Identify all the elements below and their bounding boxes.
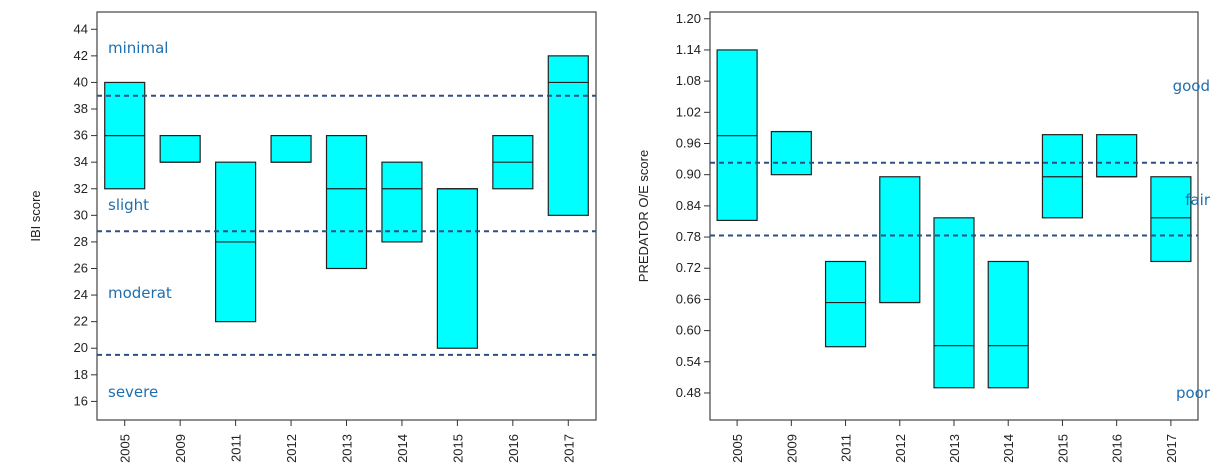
y-tick-label: 36 bbox=[74, 128, 88, 143]
box bbox=[1096, 134, 1138, 178]
x-tick-label: 2014 bbox=[1001, 434, 1016, 463]
box bbox=[436, 188, 478, 349]
y-tick-label: 34 bbox=[74, 154, 88, 169]
y-tick-label: 0.66 bbox=[676, 291, 701, 306]
y-axis-label: IBI score bbox=[28, 190, 43, 241]
x-tick-label: 2009 bbox=[784, 434, 799, 463]
x-tick-label: 2015 bbox=[450, 434, 465, 463]
y-tick-label: 40 bbox=[74, 74, 88, 89]
x-tick-label: 2017 bbox=[561, 434, 576, 463]
zone-label: slight bbox=[108, 196, 149, 214]
x-tick-label: 2005 bbox=[730, 434, 745, 463]
x-tick-label: 2017 bbox=[1164, 434, 1179, 463]
y-tick-label: 38 bbox=[74, 101, 88, 116]
box bbox=[270, 134, 312, 163]
x-tick-label: 2012 bbox=[893, 434, 908, 463]
y-tick-label: 24 bbox=[74, 287, 88, 302]
zone-label: good bbox=[1173, 77, 1210, 95]
x-tick-label: 2012 bbox=[284, 434, 299, 463]
y-tick-label: 16 bbox=[74, 393, 88, 408]
y-tick-label: 0.72 bbox=[676, 260, 701, 275]
zone-label: moderat bbox=[108, 284, 172, 302]
x-tick-label: 2013 bbox=[340, 434, 355, 463]
x-tick-label: 2014 bbox=[395, 434, 410, 463]
x-tick-label: 2011 bbox=[229, 434, 244, 462]
y-tick-label: 30 bbox=[74, 207, 88, 222]
y-tick-label: 42 bbox=[74, 48, 88, 63]
y-tick-label: 22 bbox=[74, 314, 88, 329]
y-tick-label: 1.02 bbox=[676, 104, 701, 119]
y-tick-label: 0.48 bbox=[676, 385, 701, 400]
y-tick-label: 1.08 bbox=[676, 73, 701, 88]
y-tick-label: 0.54 bbox=[676, 354, 701, 369]
y-tick-label: 0.96 bbox=[676, 135, 701, 150]
box bbox=[933, 217, 975, 389]
zone-label: poor bbox=[1176, 384, 1211, 402]
y-axis-label: PREDATOR O/E score bbox=[636, 150, 651, 282]
x-tick-label: 2005 bbox=[118, 434, 133, 463]
y-tick-label: 0.84 bbox=[676, 198, 701, 213]
y-tick-label: 32 bbox=[74, 181, 88, 196]
box bbox=[381, 161, 423, 243]
y-tick-label: 1.20 bbox=[676, 11, 701, 26]
y-tick-label: 0.90 bbox=[676, 167, 701, 182]
x-tick-label: 2015 bbox=[1055, 434, 1070, 463]
box bbox=[824, 260, 867, 348]
box bbox=[770, 130, 812, 176]
box bbox=[547, 55, 589, 216]
y-tick-label: 0.78 bbox=[676, 229, 701, 244]
y-tick-label: 1.14 bbox=[676, 42, 701, 57]
zone-label: minimal bbox=[108, 39, 168, 57]
box bbox=[325, 134, 368, 270]
box bbox=[987, 260, 1029, 389]
zone-label: severe bbox=[108, 383, 158, 401]
x-tick-label: 2013 bbox=[947, 434, 962, 463]
zone-label: fair bbox=[1185, 191, 1211, 209]
x-tick-label: 2011 bbox=[839, 434, 854, 462]
box bbox=[1150, 176, 1192, 263]
box bbox=[159, 134, 201, 163]
x-tick-label: 2009 bbox=[173, 434, 188, 463]
box bbox=[879, 176, 921, 304]
x-tick-label: 2016 bbox=[1110, 434, 1125, 463]
y-tick-label: 20 bbox=[74, 340, 88, 355]
y-tick-label: 0.60 bbox=[676, 323, 701, 338]
y-tick-label: 28 bbox=[74, 234, 88, 249]
y-tick-label: 26 bbox=[74, 260, 88, 275]
x-tick-label: 2016 bbox=[506, 434, 521, 463]
y-tick-label: 18 bbox=[74, 367, 88, 382]
y-tick-label: 44 bbox=[74, 21, 88, 36]
